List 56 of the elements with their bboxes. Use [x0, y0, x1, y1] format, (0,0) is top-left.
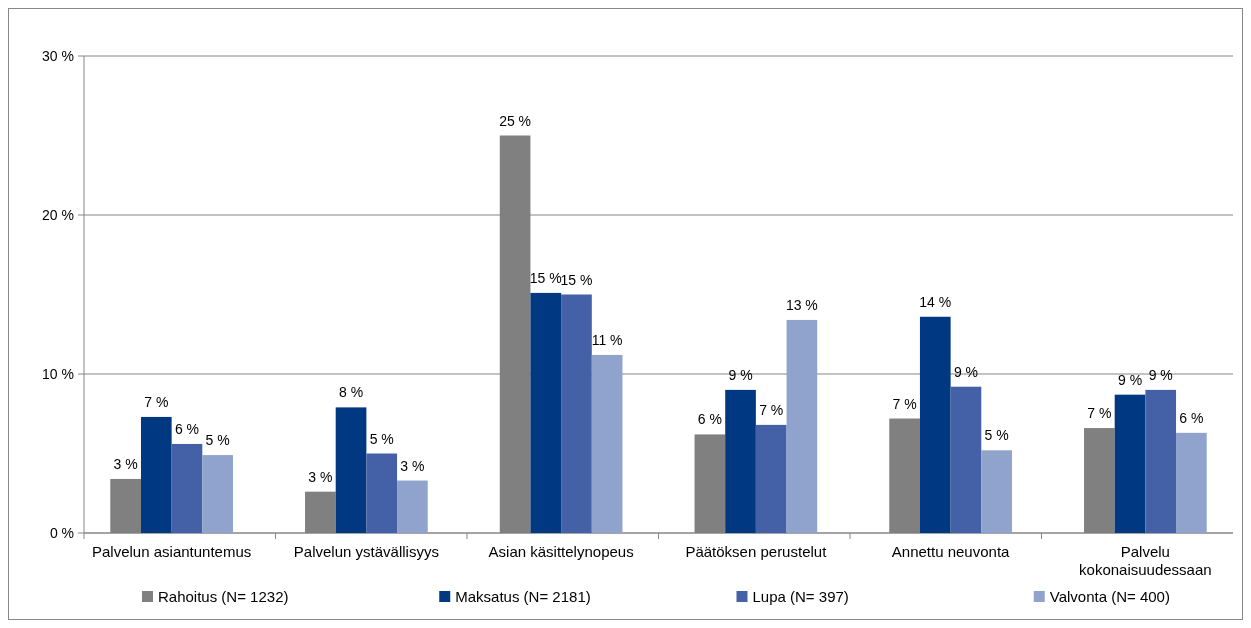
bar	[171, 443, 203, 533]
bar	[1145, 389, 1177, 533]
x-tick-label: Annettu neuvonta	[891, 543, 1011, 560]
data-label: 25 %	[499, 112, 532, 129]
data-label: 5 %	[369, 430, 394, 447]
legend-label: Lupa (N= 397)	[752, 588, 849, 605]
legend-label: Valvonta (N= 400)	[1049, 588, 1170, 605]
y-tick-label: 20 %	[42, 206, 74, 223]
data-label: 7 %	[759, 401, 784, 418]
data-label: 15 %	[529, 269, 562, 286]
bar	[202, 455, 233, 533]
x-tick-label: Asian käsittelynopeus	[488, 543, 634, 560]
data-label: 9 %	[1148, 366, 1173, 383]
bar	[981, 450, 1012, 533]
x-tick-label: Palvelu kokonaisuudessaan	[1079, 543, 1212, 578]
data-label: 6 %	[174, 420, 200, 437]
bar	[140, 416, 172, 533]
data-label: 9 %	[1117, 371, 1143, 388]
bar	[725, 389, 756, 533]
data-label: 11 %	[591, 331, 623, 348]
bar	[561, 294, 592, 533]
y-tick-label: 30 %	[42, 47, 74, 64]
bar	[366, 453, 398, 533]
data-label: 15 %	[560, 271, 593, 288]
bar	[591, 354, 623, 533]
bar	[397, 480, 428, 533]
bar	[1176, 432, 1207, 533]
data-label: 7 %	[144, 393, 169, 410]
data-label: 3 %	[113, 455, 138, 472]
data-label: 14 %	[919, 293, 952, 310]
y-tick-label: 0 %	[49, 524, 74, 541]
bar	[530, 292, 562, 533]
x-tick-label: Palvelun ystävällisyys	[293, 543, 439, 560]
data-label: 3 %	[308, 468, 333, 485]
bar	[1114, 394, 1146, 533]
x-tick-label: Palvelun asiantuntemus	[92, 543, 252, 560]
data-label: 6 %	[1179, 409, 1204, 426]
data-label: 8 %	[338, 384, 364, 401]
x-tick-label: Päätöksen perustelut	[685, 543, 828, 560]
legend-label: Rahoitus (N= 1232)	[158, 588, 289, 605]
data-label: 6 %	[697, 411, 722, 428]
bar	[919, 316, 951, 533]
y-tick-label: 10 %	[42, 365, 74, 382]
bar	[755, 424, 787, 533]
data-label: 5 %	[984, 427, 1009, 444]
data-label: 5 %	[205, 432, 230, 449]
data-label: 3 %	[400, 457, 425, 474]
data-label: 9 %	[953, 363, 979, 380]
bar	[786, 319, 818, 533]
data-label: 9 %	[728, 366, 753, 383]
bar	[950, 386, 982, 533]
legend-label: Maksatus (N= 2181)	[455, 588, 591, 605]
data-label: 7 %	[1087, 405, 1112, 422]
data-label: 7 %	[892, 395, 917, 412]
bar	[335, 407, 367, 533]
data-label: 13 %	[785, 296, 818, 313]
